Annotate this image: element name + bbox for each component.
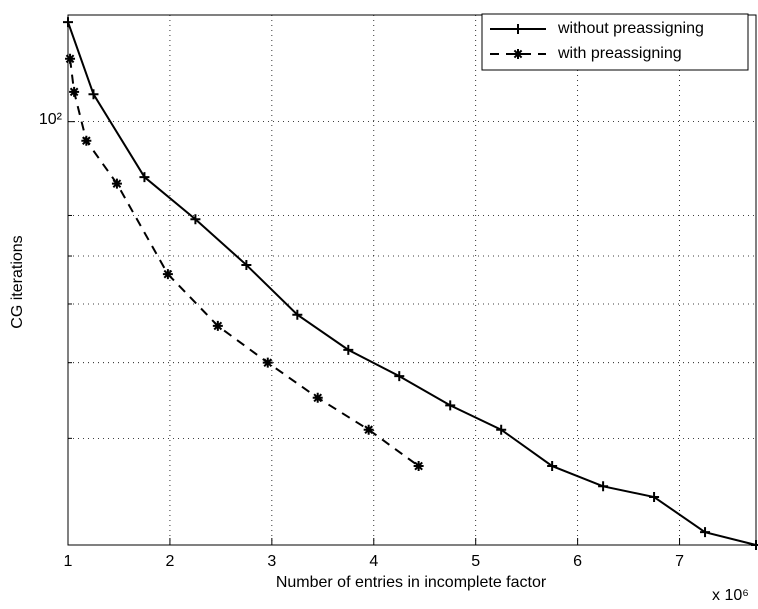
data-point [394, 371, 405, 382]
legend-box [481, 13, 749, 71]
data-point [649, 492, 660, 503]
y-tick-label: 10² [39, 111, 63, 128]
series-line [69, 58, 420, 467]
data-point [496, 424, 507, 435]
plot-area [68, 15, 756, 545]
x-tick-label: 2 [165, 553, 174, 570]
data-point [363, 424, 374, 435]
data-point [162, 269, 173, 280]
data-point [63, 17, 73, 28]
data-point [212, 320, 223, 331]
data-point [111, 178, 122, 189]
data-point [65, 53, 76, 64]
data-point [413, 461, 424, 472]
data-point [139, 172, 150, 183]
data-point [343, 344, 354, 355]
x-axis-label: Number of entries in incomplete factor [276, 574, 547, 591]
data-point [700, 527, 711, 538]
data-point [241, 259, 252, 270]
data-point [751, 540, 758, 550]
legend-marker [513, 24, 523, 34]
data-point [69, 86, 80, 97]
data-point [547, 461, 558, 472]
data-point [312, 392, 323, 403]
data-point [190, 214, 201, 225]
data-point [81, 135, 92, 146]
x-tick-label: 4 [369, 553, 378, 570]
data-point [445, 400, 456, 411]
data-point [598, 481, 609, 492]
y-axis-label: CG iterations [9, 235, 26, 328]
legend-label: with preassigning [557, 45, 682, 62]
legend-marker [513, 49, 523, 59]
x-multiplier: x 10⁶ [712, 587, 749, 604]
legend-label: without preassigning [557, 20, 704, 37]
x-tick-label: 7 [675, 553, 684, 570]
plot-frame [67, 14, 757, 546]
data-point [292, 309, 303, 320]
x-tick-label: 5 [471, 553, 480, 570]
x-tick-label: 1 [64, 553, 73, 570]
data-point [88, 89, 99, 100]
data-point [262, 357, 273, 368]
x-tick-label: 6 [573, 553, 582, 570]
x-tick-label: 3 [267, 553, 276, 570]
